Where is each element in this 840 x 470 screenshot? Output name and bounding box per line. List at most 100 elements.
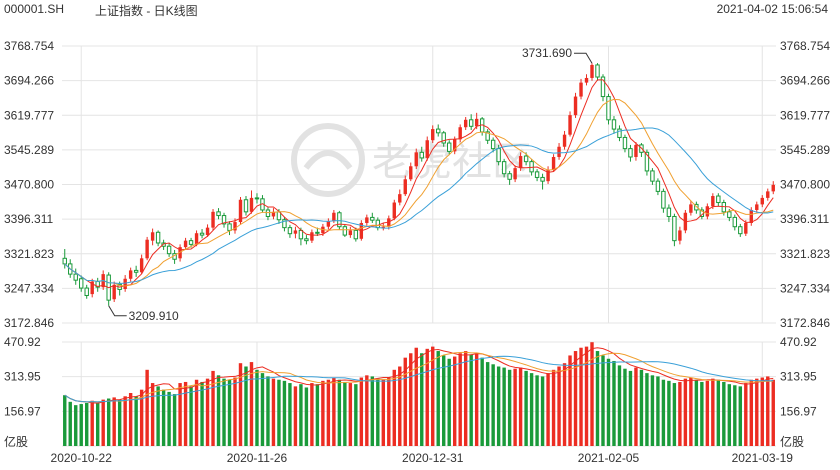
candle-body-up (233, 222, 237, 231)
candle-body-down (622, 136, 628, 150)
candle-body-up (249, 197, 254, 212)
candle-body-down (265, 209, 271, 217)
candle-body-up (211, 211, 215, 228)
candle-body-down (315, 231, 320, 234)
volume-bar-down (447, 358, 451, 446)
volume-bar-up (584, 346, 589, 446)
candle-body-up (573, 96, 578, 116)
candle-body-down (419, 151, 424, 159)
candle-body-up (771, 184, 775, 192)
candle-body-down (540, 176, 545, 182)
candle-body-up (755, 204, 759, 210)
volume-bar-up (205, 378, 210, 446)
volume-bar-down (645, 373, 649, 446)
volume-axis: 470.92 470.92 313.95 313.95 156.97 156.97 亿股 亿股 (4, 335, 817, 449)
volume-bar-down (722, 381, 726, 446)
candle-body-up (194, 233, 199, 245)
volume-bar-down (639, 369, 644, 446)
volume-bar-up (183, 381, 188, 446)
volume-bar-up (425, 348, 429, 446)
watermark-logo-stroke (303, 150, 353, 170)
candle-body-up (310, 232, 314, 241)
volume-bar-up (150, 383, 155, 446)
volume-ma10-line (64, 351, 774, 403)
volume-tick-label: 156.97 (780, 404, 817, 418)
volume-bar-down (502, 367, 506, 446)
volume-bar-down (529, 373, 534, 446)
candle-body-down (534, 171, 540, 178)
candle-body-down (628, 148, 633, 158)
candle-body-down (727, 211, 732, 218)
volume-tick-label: 313.95 (780, 370, 817, 384)
candle-body-down (600, 76, 606, 98)
volume-bar-down (727, 384, 732, 446)
candle-body-down (666, 207, 672, 217)
volume-bar-down (85, 402, 89, 446)
volume-bar-up (683, 378, 688, 446)
candle-body-up (414, 152, 418, 167)
price-tick-label: 3694.266 (4, 74, 54, 88)
volume-bar-up (271, 378, 276, 446)
volume-bar-down (222, 378, 226, 446)
volume-bar-down (106, 398, 111, 446)
high-annotation-leader (574, 52, 593, 64)
volume-bar-up (249, 362, 254, 446)
volume-bar-up (194, 379, 199, 446)
candle-body-down (216, 211, 221, 217)
volume-bar-down (244, 366, 248, 446)
candle-body-down (199, 232, 205, 236)
volume-bar-up (513, 368, 517, 446)
price-ma20-line (64, 127, 774, 285)
price-axis-left: 3768.754 3694.266 3619.777 3545.289 3470.800… (4, 39, 54, 330)
volume-bar-up (211, 370, 215, 446)
volume-bar-down (540, 376, 545, 446)
volume-ma20-line (64, 355, 774, 403)
price-annotations: 3731.690 3209.910 (108, 46, 593, 323)
volume-bar-up (101, 399, 105, 446)
date-tick-label: 2020-12-31 (402, 451, 464, 465)
volume-bar-down (694, 379, 699, 446)
volume-bar-up (573, 351, 578, 446)
volume-bar-down (491, 364, 495, 446)
candle-body-down (287, 227, 293, 235)
volume-bar-up (392, 369, 396, 446)
volume-bar-down (216, 375, 221, 446)
volume-bar-up (414, 347, 418, 446)
volume-bar-up (463, 351, 468, 446)
candle-body-up (634, 144, 638, 157)
volume-bar-up (332, 377, 336, 446)
candle-body-down (655, 180, 661, 192)
volume-bar-down (315, 384, 320, 446)
candle-body-up (452, 139, 457, 152)
candle-body-up (766, 191, 770, 198)
candle-body-up (238, 199, 243, 223)
candle-body-up (293, 230, 298, 234)
volume-bar-down (716, 379, 721, 446)
candle-body-up (150, 232, 155, 241)
volume-bar-up (744, 383, 748, 446)
volume-bar-up (755, 378, 759, 446)
volume-bar-down (436, 351, 440, 446)
candle-body-down (254, 197, 260, 200)
candle-body-up (760, 197, 764, 205)
price-ma5-line (64, 79, 774, 289)
volume-bar-up (123, 396, 127, 446)
volume-bar-down (628, 370, 633, 446)
volume-bar-up (551, 369, 556, 446)
volume-bar-up (409, 353, 413, 446)
volume-bar-down (700, 381, 704, 446)
price-tick-label: 3694.266 (780, 74, 830, 88)
candle-body-up (205, 227, 210, 236)
price-tick-label: 3619.777 (4, 108, 54, 122)
volume-bar-up (238, 363, 243, 446)
candle-body-up (128, 270, 133, 279)
volume-bar-down (606, 358, 611, 446)
volume-unit-label: 亿股 (780, 434, 804, 449)
stock-code: 000001.SH (4, 2, 65, 16)
price-tick-label: 3768.754 (4, 39, 54, 53)
candle-body-up (409, 166, 413, 180)
candle-body-up (546, 169, 550, 182)
volume-bar-down (469, 354, 473, 446)
low-annotation-label: 3209.910 (129, 309, 179, 323)
candle-body-up (568, 115, 572, 135)
